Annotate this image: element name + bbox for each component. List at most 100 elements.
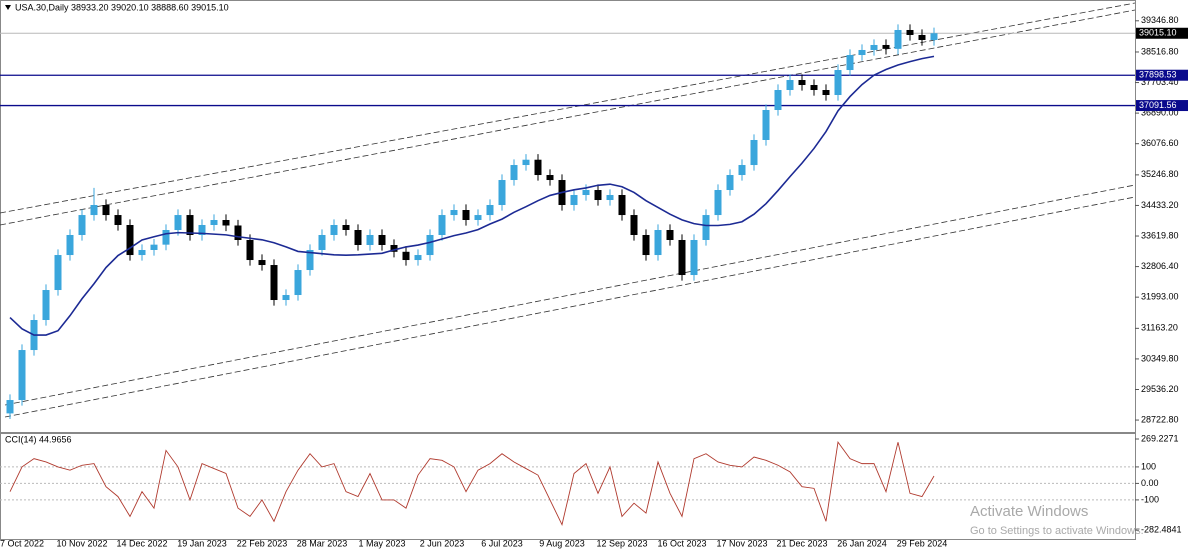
x-tick-label: 17 Nov 2023 [716,538,767,548]
candle-body [126,225,134,256]
candle-body [246,239,254,261]
candle-body [390,244,398,252]
candle-body [486,205,494,216]
moving-average [9,55,935,336]
candle-body [354,229,362,245]
level-box [1136,69,1188,81]
watermark-subtitle: Go to Settings to activate Windows. [970,525,1144,537]
candle-body [102,205,110,216]
candle-body [474,215,482,221]
candle-body [582,190,590,196]
candle-body [438,215,446,235]
x-tick-label: 1 May 2023 [358,538,405,548]
menu-arrow[interactable] [5,5,11,10]
channel-line [0,9,1136,226]
candle-body [618,195,626,216]
y-tick-label: 39346.80 [1141,15,1179,25]
candle-body [378,234,386,245]
candle-body [726,175,734,191]
candle-body [750,139,758,166]
x-tick-label: 19 Jan 2023 [177,538,227,548]
x-tick-label: 16 Oct 2023 [657,538,706,548]
candle-body [162,229,170,245]
candle-body [198,225,206,235]
candle-body [282,295,290,301]
symbol-header: USA.30,Daily 38933.20 39020.10 38888.60 … [15,2,229,12]
candle-body [654,229,662,256]
x-tick-label: 2 Jun 2023 [420,538,465,548]
candle-body [450,210,458,216]
candle-body [630,215,638,235]
y-tick-label: 31993.00 [1141,292,1179,302]
candle-body [42,290,50,321]
candle-body [318,234,326,250]
candle-body [510,165,518,181]
x-tick-label: 29 Feb 2024 [897,538,948,548]
candle-body [66,234,74,256]
candle-body [834,70,842,96]
x-tick-label: 10 Nov 2022 [56,538,107,548]
candle-body [882,44,890,49]
candle-body [234,225,242,240]
candle-body [594,190,602,201]
candle-body [294,270,302,296]
candle-body [18,350,26,401]
candle-body [498,180,506,206]
cci-header: CCI(14) 44.9656 [5,434,72,444]
candle-body [762,110,770,140]
y-tick-label: 100 [1141,461,1156,471]
candle-body [522,159,530,166]
level-box [1136,100,1188,112]
watermark-title: Activate Windows [970,503,1088,520]
candle-body [930,33,938,40]
candle-body [366,234,374,245]
candle-body [78,215,86,235]
y-tick-label: 33619.80 [1141,230,1179,240]
candle-body [462,210,470,221]
y-tick-label: -282.4841 [1141,524,1182,534]
candle-body [222,220,230,226]
cci-line [9,441,935,526]
x-tick-label: 14 Dec 2022 [116,538,167,548]
candle-body [114,215,122,226]
candle-body [870,44,878,50]
candle-body [690,239,698,276]
y-tick-label: 38516.80 [1141,46,1179,56]
x-tick-label: 7 Oct 2022 [0,538,44,548]
candle-body [210,220,218,226]
candle-body [306,249,314,271]
candle-body [534,159,542,176]
y-tick-label: 0.00 [1141,478,1159,488]
candle-body [342,225,350,230]
candle-body [786,80,794,91]
candle-body [822,90,830,96]
candle-body [666,229,674,240]
candle-body [858,49,866,56]
candle-body [846,55,854,71]
candle-body [714,190,722,216]
candle-body [894,29,902,49]
y-tick-label: 36076.60 [1141,138,1179,148]
level-label: 37091.56 [1139,100,1177,110]
y-tick-label: 36890.00 [1141,107,1179,117]
candle-body [642,234,650,256]
candle-body [186,215,194,235]
candle-body [918,34,926,40]
y-tick-label: 31163.20 [1141,323,1178,333]
candle-body [270,265,278,301]
candle-body [570,195,578,206]
y-tick-label: 32806.40 [1141,261,1179,271]
x-tick-label: 9 Aug 2023 [539,538,585,548]
x-tick-label: 28 Mar 2023 [297,538,348,548]
x-tick-label: 12 Sep 2023 [596,538,647,548]
candle-body [414,255,422,261]
candle-body [810,85,818,91]
candle-body [546,175,554,181]
channel-lines [0,2,1136,418]
candle-body [90,205,98,216]
y-tick-label: 37703.40 [1141,77,1179,87]
candle-body [702,215,710,240]
candle-body [138,249,146,256]
candle-body [606,195,614,201]
